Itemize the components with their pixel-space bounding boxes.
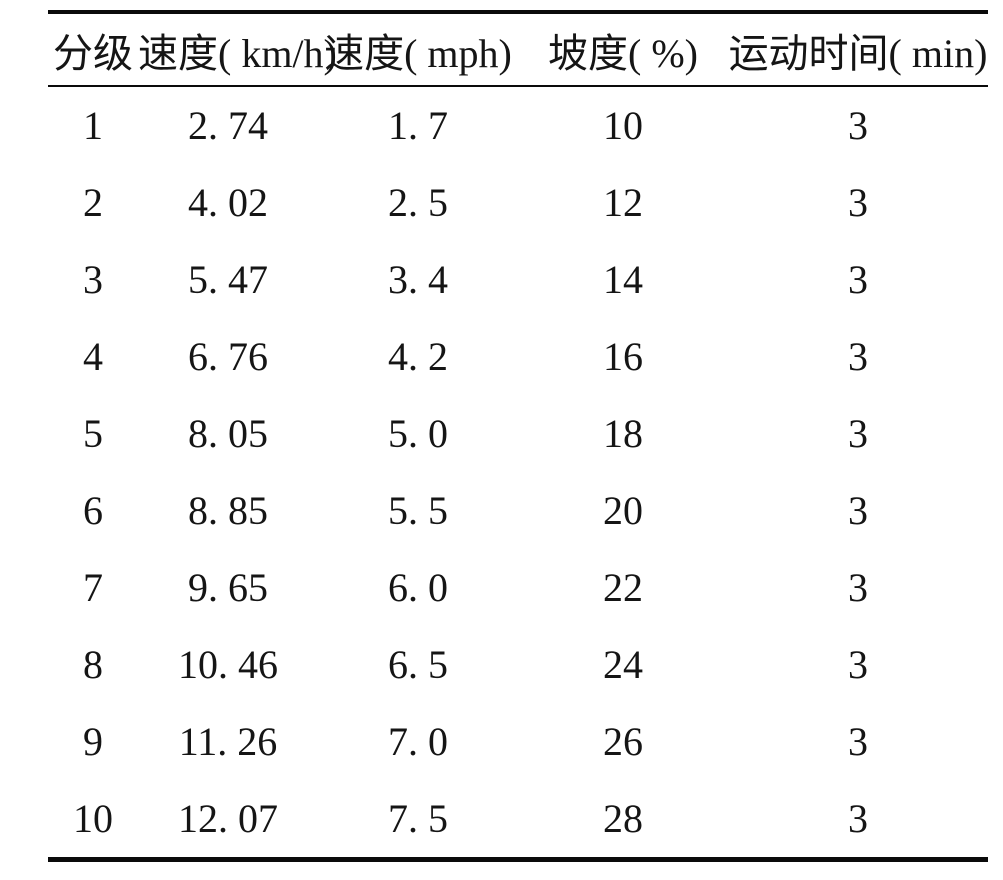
table-cell: 1. 7 <box>388 103 448 148</box>
table-cell: 6. 76 <box>188 334 268 379</box>
table-cell: 12. 07 <box>178 796 278 841</box>
table-cell: 2. 74 <box>188 103 268 148</box>
table-cell: 2. 5 <box>388 180 448 225</box>
column-header-4: 运动时间( min) <box>728 12 988 87</box>
table-cell: 1 <box>83 103 103 148</box>
table-cell: 5. 0 <box>388 411 448 456</box>
table-cell: 24 <box>603 642 643 687</box>
table-cell: 16 <box>603 334 643 379</box>
table-cell: 3 <box>848 719 868 764</box>
table-cell: 3 <box>848 103 868 148</box>
table-cell: 10 <box>73 796 113 841</box>
table-cell: 11. 26 <box>178 719 278 764</box>
column-header-3: 坡度( %) <box>518 12 728 87</box>
table-cell: 10. 46 <box>178 642 278 687</box>
table-cell: 3 <box>848 334 868 379</box>
table-cell: 3 <box>848 796 868 841</box>
table-cell: 20 <box>603 488 643 533</box>
table-cell: 22 <box>603 565 643 610</box>
table-cell: 26 <box>603 719 643 764</box>
table-cell: 3 <box>848 257 868 302</box>
table-row: 7 9. 65 6. 0 22 3 <box>48 549 988 626</box>
treadmill-protocol-table: 分级 速度( km/h) 速度( mph) 坡度( %) 运动时间( min) 1 2. … <box>48 10 988 862</box>
table-row: 10 12. 07 7. 5 28 3 <box>48 780 988 860</box>
table-cell: 8. 05 <box>188 411 268 456</box>
table-cell: 3 <box>848 565 868 610</box>
table-cell: 28 <box>603 796 643 841</box>
table-cell: 6. 5 <box>388 642 448 687</box>
table-cell: 5. 5 <box>388 488 448 533</box>
table-cell: 4. 02 <box>188 180 268 225</box>
table-cell: 3 <box>848 642 868 687</box>
table-body: 1 2. 74 1. 7 10 3 2 4. 02 2. 5 12 3 3 5. 47 3. 4 14 3 4… <box>48 86 988 860</box>
table-cell: 3 <box>848 180 868 225</box>
table-row: 3 5. 47 3. 4 14 3 <box>48 241 988 318</box>
table-cell: 12 <box>603 180 643 225</box>
table-cell: 18 <box>603 411 643 456</box>
table-cell: 7. 5 <box>388 796 448 841</box>
table-cell: 10 <box>603 103 643 148</box>
table-row: 9 11. 26 7. 0 26 3 <box>48 703 988 780</box>
table-cell: 7 <box>83 565 103 610</box>
table-cell: 3 <box>848 488 868 533</box>
table-cell: 3. 4 <box>388 257 448 302</box>
table-cell: 5 <box>83 411 103 456</box>
table-cell: 8 <box>83 642 103 687</box>
table-cell: 4. 2 <box>388 334 448 379</box>
table-cell: 9 <box>83 719 103 764</box>
table-row: 8 10. 46 6. 5 24 3 <box>48 626 988 703</box>
table-cell: 5. 47 <box>188 257 268 302</box>
table-cell: 9. 65 <box>188 565 268 610</box>
table-cell: 2 <box>83 180 103 225</box>
column-header-1: 速度( km/h) <box>138 12 337 87</box>
table-row: 1 2. 74 1. 7 10 3 <box>48 86 988 164</box>
table-row: 4 6. 76 4. 2 16 3 <box>48 318 988 395</box>
table-cell: 7. 0 <box>388 719 448 764</box>
table-cell: 14 <box>603 257 643 302</box>
table-cell: 8. 85 <box>188 488 268 533</box>
table-row: 5 8. 05 5. 0 18 3 <box>48 395 988 472</box>
table-cell: 3 <box>83 257 103 302</box>
table-cell: 4 <box>83 334 103 379</box>
table-row: 6 8. 85 5. 5 20 3 <box>48 472 988 549</box>
table-row: 2 4. 02 2. 5 12 3 <box>48 164 988 241</box>
table-cell: 6 <box>83 488 103 533</box>
table-cell: 3 <box>848 411 868 456</box>
column-header-0: 分级 <box>48 12 138 87</box>
column-header-2: 速度( mph) <box>318 12 518 87</box>
header-row: 分级 速度( km/h) 速度( mph) 坡度( %) 运动时间( min) <box>48 12 988 87</box>
table-cell: 6. 0 <box>388 565 448 610</box>
